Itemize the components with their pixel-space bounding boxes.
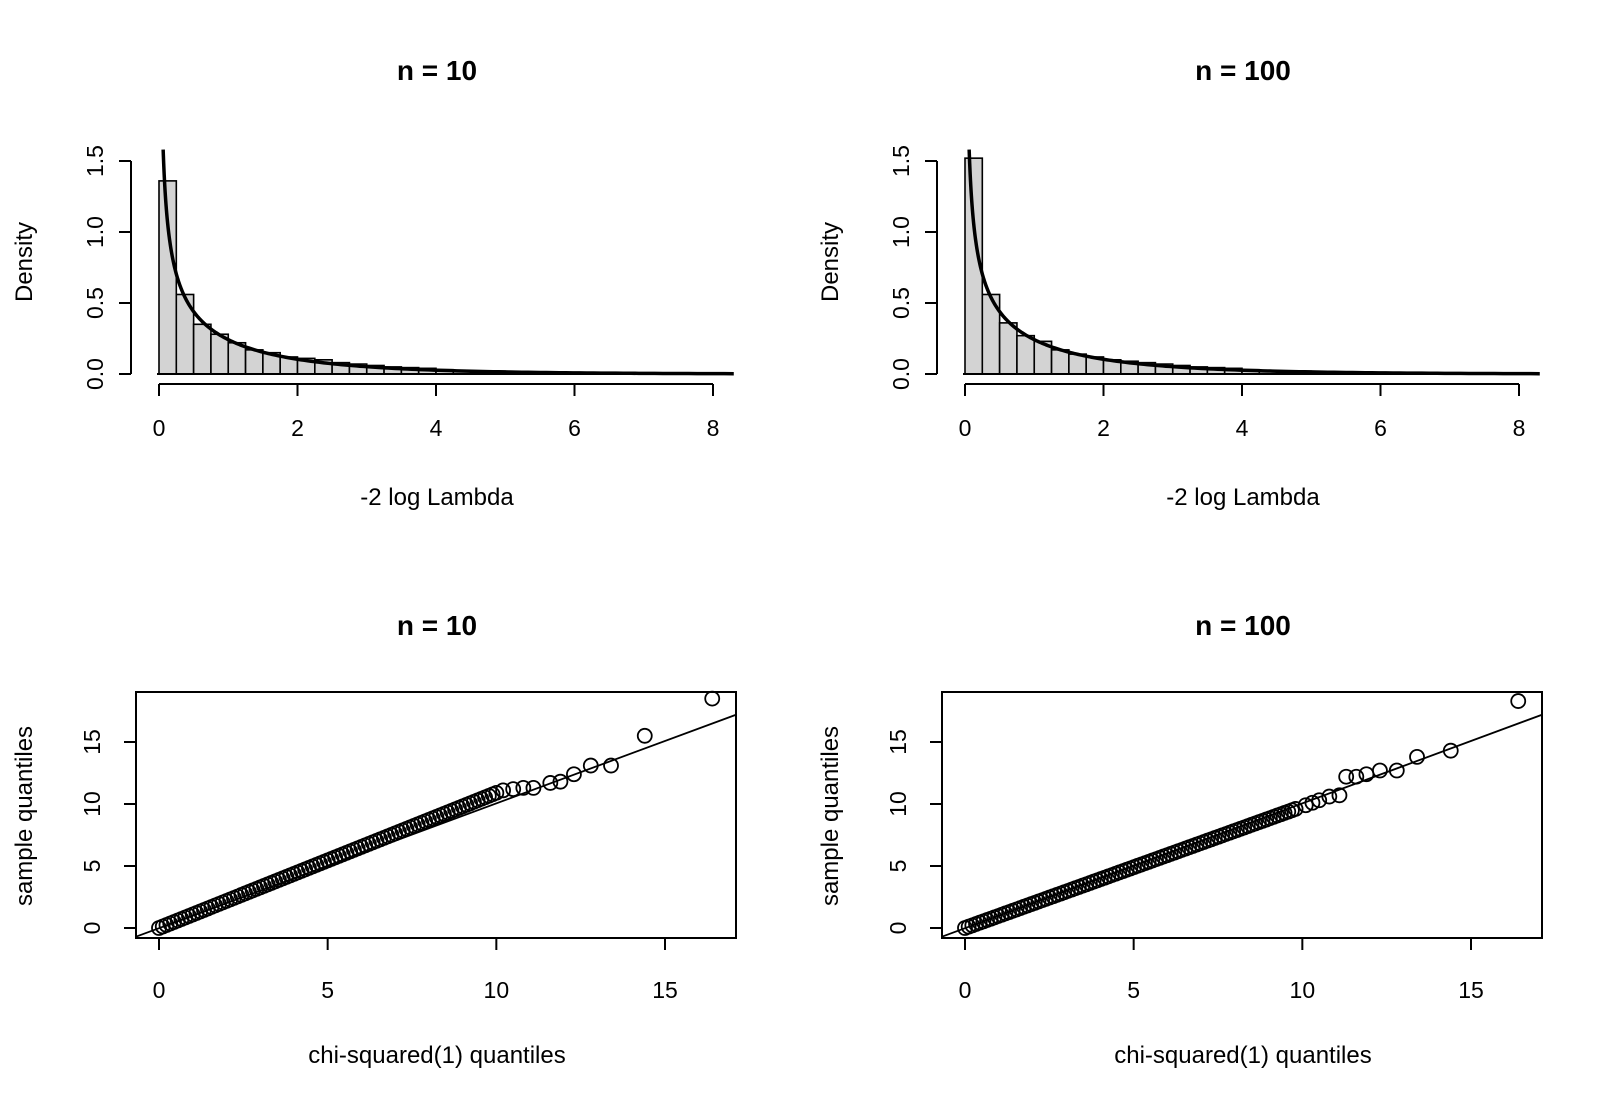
qq-point (1348, 768, 1365, 785)
y-tick-label: 1.0 (82, 216, 108, 248)
panel-title: n = 10 (397, 610, 477, 641)
y-axis-label: Density (11, 222, 38, 302)
qq-point (495, 782, 511, 799)
y-tick-label: 15 (79, 729, 105, 755)
y-tick-label: 0.5 (82, 287, 108, 319)
x-tick-label: 15 (652, 977, 678, 1003)
qq-point (1311, 792, 1328, 809)
y-tick-label: 1.0 (888, 216, 914, 248)
x-tick-label: 10 (484, 977, 510, 1003)
qq-point (552, 773, 569, 790)
qq-point (566, 766, 582, 783)
histogram-bar (1016, 334, 1036, 375)
qq-point (704, 690, 721, 707)
y-tick-label: 1.5 (888, 145, 914, 177)
qq-point (1372, 762, 1388, 779)
qq-point (1297, 797, 1314, 814)
qq-point (603, 757, 619, 774)
histogram-bar (998, 322, 1018, 375)
y-axis-label: Density (817, 222, 844, 302)
y-axis-label: sample quantiles (817, 726, 844, 906)
qq-point (505, 781, 522, 798)
x-axis-label: chi-squared(1) quantiles (1114, 1042, 1371, 1069)
x-tick-label: 15 (1458, 977, 1484, 1003)
x-tick-label: 0 (153, 415, 166, 441)
y-tick-label: 10 (79, 791, 105, 817)
axes: 0 5 10 15 0 5 10 15 (885, 691, 1543, 1003)
qq-point (542, 775, 559, 791)
qq-panel-n100: n = 100 chi-squared(1) quantiles sample … (817, 610, 1543, 1069)
plot-frame (135, 691, 737, 939)
histogram-panel-n100: n = 100 -2 log Lambda Density 0 2 4 6 8 0.0 0.… (817, 55, 1540, 511)
x-tick-label: 0 (959, 415, 972, 441)
x-tick-label: 6 (568, 415, 581, 441)
y-tick-label: 0 (79, 922, 105, 935)
qq-point (488, 784, 505, 801)
panel-title: n = 10 (397, 55, 477, 86)
y-tick-label: 5 (79, 860, 105, 873)
qq-point (1304, 794, 1321, 811)
x-tick-label: 6 (1374, 415, 1387, 441)
x-tick-label: 2 (291, 415, 304, 441)
x-tick-label: 0 (959, 977, 972, 1003)
y-tick-label: 10 (885, 791, 911, 817)
qq-point (525, 779, 542, 796)
qq-point (1388, 762, 1405, 779)
qq-point (1287, 801, 1304, 817)
y-tick-label: 5 (885, 860, 911, 873)
x-tick-label: 10 (1290, 977, 1316, 1003)
bars (157, 180, 733, 375)
x-axis-label: chi-squared(1) quantiles (308, 1042, 565, 1069)
qq-point (515, 779, 532, 796)
qq-panel-n10: n = 10 chi-squared(1) quantiles sample q… (11, 610, 737, 1069)
qq-point (636, 727, 653, 744)
histogram-bar (192, 323, 212, 375)
x-axis-label: -2 log Lambda (360, 484, 514, 511)
density-curve (967, 149, 1540, 376)
y-tick-label: 0.0 (888, 358, 914, 390)
x-tick-label: 2 (1097, 415, 1110, 441)
qq-point (582, 757, 599, 774)
plot-area (941, 693, 1543, 938)
bars (963, 157, 1539, 375)
plot-area (135, 690, 737, 938)
y-tick-label: 15 (885, 729, 911, 755)
panel-title: n = 100 (1195, 610, 1291, 641)
density-curve-line (161, 149, 734, 376)
x-axis-label: -2 log Lambda (1166, 484, 1320, 511)
plot-frame (941, 691, 1543, 939)
x-tick-label: 8 (1513, 415, 1526, 441)
y-tick-label: 1.5 (82, 145, 108, 177)
qq-point (1510, 693, 1527, 709)
x-tick-label: 4 (430, 415, 443, 441)
qq-point (1321, 788, 1338, 805)
y-tick-label: 0 (885, 922, 911, 935)
panel-title: n = 100 (1195, 55, 1291, 86)
qq-point (1409, 748, 1425, 765)
histogram-bar (1050, 349, 1070, 375)
x-tick-label: 5 (1127, 977, 1140, 1003)
axes: 0 2 4 6 8 0.0 0.5 1.0 1.5 (82, 145, 719, 441)
histogram-panel-n10: n = 10 -2 log Lambda Density 0 2 4 6 8 0.0 0.5… (11, 55, 734, 511)
y-tick-label: 0.5 (888, 287, 914, 319)
qq-point (1442, 742, 1459, 759)
x-tick-label: 0 (153, 977, 166, 1003)
x-tick-label: 8 (707, 415, 720, 441)
qq-point (1338, 768, 1355, 785)
y-tick-label: 0.0 (82, 358, 108, 390)
axes: 0 5 10 15 0 5 10 15 (79, 691, 737, 1003)
qq-point (1331, 787, 1348, 804)
density-curve-line (967, 149, 1540, 376)
axes: 0 2 4 6 8 0.0 0.5 1.0 1.5 (888, 145, 1525, 441)
histogram-bar (244, 349, 264, 375)
density-curve (161, 149, 734, 376)
x-tick-label: 5 (321, 977, 334, 1003)
y-axis-label: sample quantiles (11, 726, 38, 906)
x-tick-label: 4 (1236, 415, 1249, 441)
